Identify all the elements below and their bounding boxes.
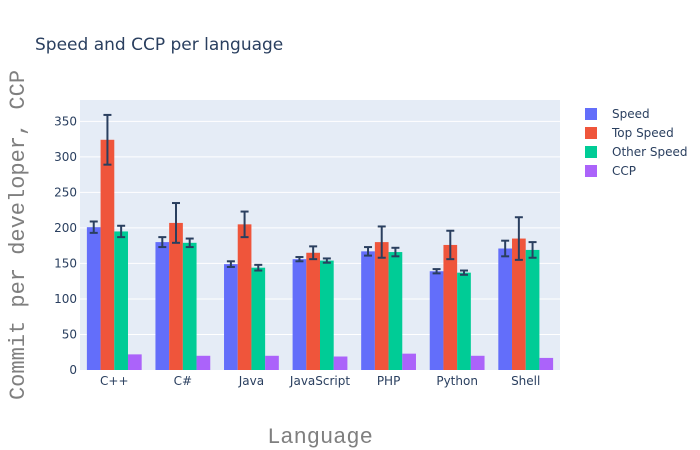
bar bbox=[127, 354, 142, 370]
bar bbox=[306, 252, 320, 370]
bar bbox=[402, 353, 416, 370]
y-tick-label: 50 bbox=[62, 327, 77, 341]
bar bbox=[470, 355, 485, 370]
x-tick-label: PHP bbox=[377, 374, 401, 388]
legend-swatch bbox=[585, 146, 597, 158]
bar bbox=[374, 242, 389, 370]
legend[interactable]: Speed Top Speed Other Speed CCP bbox=[585, 107, 688, 178]
bar bbox=[114, 231, 128, 370]
x-tick-label: Python bbox=[436, 374, 478, 388]
bar bbox=[182, 242, 197, 370]
bar bbox=[333, 356, 348, 370]
bar bbox=[388, 252, 403, 370]
x-tick-label: Java bbox=[238, 374, 264, 388]
legend-item[interactable]: Other Speed bbox=[585, 145, 688, 159]
legend-swatch bbox=[585, 127, 597, 139]
legend-item[interactable]: Top Speed bbox=[585, 126, 674, 140]
y-axis-title: Commit per developer, CCP bbox=[6, 70, 31, 400]
legend-label: Speed bbox=[612, 107, 650, 121]
bar bbox=[265, 355, 279, 370]
y-tick-label: 100 bbox=[54, 292, 77, 306]
x-axis-title: Language bbox=[267, 425, 373, 450]
x-tick-label: C++ bbox=[100, 374, 129, 388]
legend-label: CCP bbox=[612, 164, 636, 178]
legend-item[interactable]: CCP bbox=[585, 164, 636, 178]
chart-title: Speed and CCP per language bbox=[35, 35, 283, 55]
legend-swatch bbox=[585, 165, 597, 177]
bar bbox=[361, 251, 375, 370]
bar bbox=[457, 272, 471, 370]
legend-label: Other Speed bbox=[612, 145, 688, 159]
legend-label: Top Speed bbox=[611, 126, 674, 140]
bar bbox=[169, 222, 183, 370]
bar bbox=[292, 259, 307, 370]
x-tick-label: Shell bbox=[511, 374, 540, 388]
bar bbox=[86, 227, 101, 370]
y-tick-label: 350 bbox=[54, 114, 77, 128]
y-tick-label: 150 bbox=[54, 256, 77, 270]
bar bbox=[155, 242, 170, 370]
legend-item[interactable]: Speed bbox=[585, 107, 650, 121]
bar bbox=[443, 244, 458, 370]
bar bbox=[539, 357, 554, 370]
bar bbox=[498, 248, 513, 370]
bar bbox=[100, 139, 115, 370]
bar bbox=[196, 355, 211, 370]
bar bbox=[512, 238, 526, 370]
x-axis-ticks: C++ C# Java JavaScript PHP Python Shell bbox=[100, 374, 540, 388]
y-tick-label: 300 bbox=[54, 150, 77, 164]
y-tick-label: 200 bbox=[54, 221, 77, 235]
x-tick-label: C# bbox=[174, 374, 192, 388]
bar bbox=[224, 264, 238, 370]
y-axis-ticks: 0 50 100 150 200 250 300 350 bbox=[54, 114, 77, 377]
bar bbox=[320, 260, 334, 370]
bar bbox=[237, 224, 252, 370]
bars bbox=[86, 139, 554, 370]
legend-swatch bbox=[585, 108, 597, 120]
bar bbox=[251, 267, 266, 370]
y-tick-label: 0 bbox=[69, 363, 77, 377]
bar bbox=[525, 249, 540, 370]
bar bbox=[429, 271, 444, 370]
x-tick-label: JavaScript bbox=[289, 374, 350, 388]
y-tick-label: 250 bbox=[54, 185, 77, 199]
error-bars bbox=[89, 113, 537, 276]
